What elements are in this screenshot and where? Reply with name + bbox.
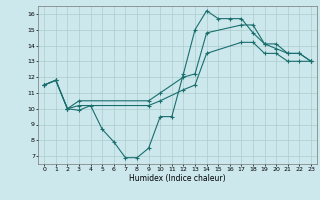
X-axis label: Humidex (Indice chaleur): Humidex (Indice chaleur) — [129, 174, 226, 183]
